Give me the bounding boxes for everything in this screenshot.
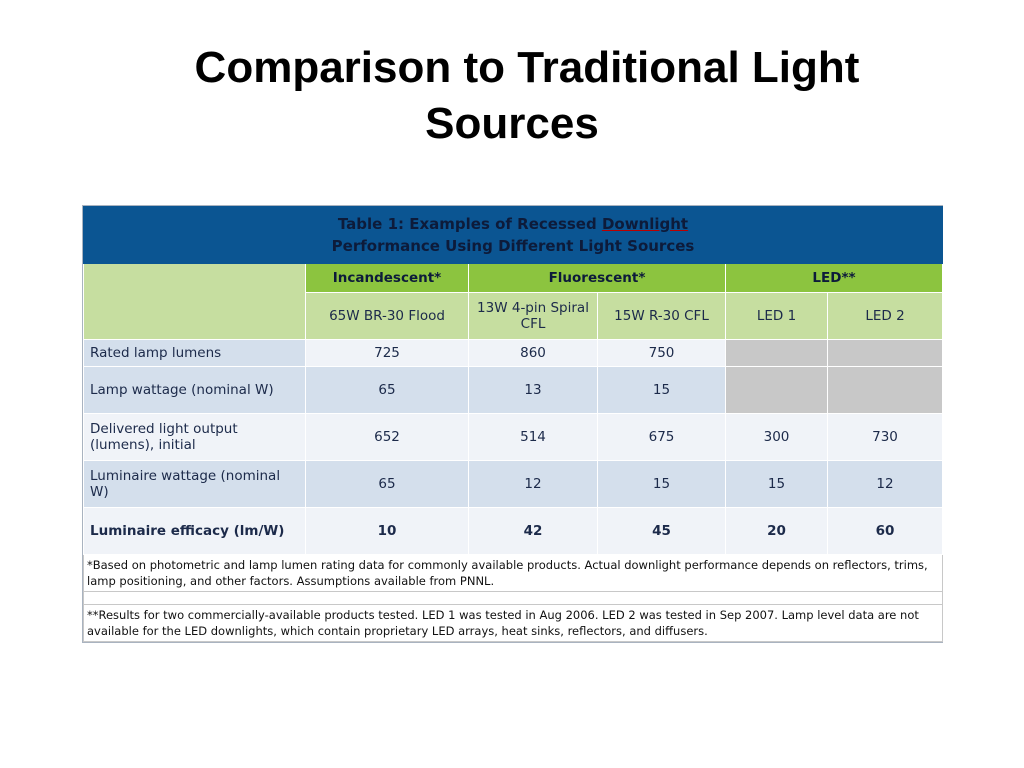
table-cell: 675	[597, 413, 726, 461]
row-label: Luminaire wattage (nominal W)	[83, 460, 306, 508]
table-cell: 10	[305, 507, 469, 555]
table-row: Delivered light output (lumens), initial…	[83, 413, 943, 461]
table-cell: 300	[725, 413, 828, 461]
table-row: Luminaire efficacy (lm/W) 10 42 45 20 60	[83, 507, 943, 555]
table-cell: 514	[468, 413, 598, 461]
table-cell: 45	[597, 507, 726, 555]
table-row: Rated lamp lumens 725 860 750	[83, 339, 943, 367]
table-cell-empty	[827, 366, 943, 414]
table-cell-empty	[725, 339, 828, 367]
comparison-table: Table 1: Examples of Recessed Downlight …	[82, 205, 943, 643]
table-cell: 730	[827, 413, 943, 461]
group-fluorescent: Fluorescent*	[468, 263, 726, 293]
header-corner	[83, 263, 306, 340]
col-header: LED 1	[725, 292, 828, 340]
group-incandescent: Incandescent*	[305, 263, 469, 293]
slide-title-line1: Comparison to Traditional Light	[194, 43, 860, 92]
table-cell: 15	[597, 460, 726, 508]
table-caption: Table 1: Examples of Recessed Downlight …	[83, 206, 943, 264]
table-cell: 725	[305, 339, 469, 367]
row-label: Lamp wattage (nominal W)	[83, 366, 306, 414]
row-label: Luminaire efficacy (lm/W)	[83, 507, 306, 555]
row-label: Rated lamp lumens	[83, 339, 306, 367]
table-row: Lamp wattage (nominal W) 65 13 15	[83, 366, 943, 414]
table-cell: 15	[597, 366, 726, 414]
col-header: 65W BR-30 Flood	[305, 292, 469, 340]
table-row: Luminaire wattage (nominal W) 65 12 15 1…	[83, 460, 943, 508]
table-cell: 652	[305, 413, 469, 461]
caption-line1: Table 1: Examples of Recessed	[337, 215, 602, 233]
caption-line2: Performance Using Different Light Source…	[331, 237, 695, 255]
table-cell: 60	[827, 507, 943, 555]
row-label: Delivered light output (lumens), initial	[83, 413, 306, 461]
slide-title: Comparison to Traditional Light Sources	[0, 40, 1024, 152]
table-cell: 13	[468, 366, 598, 414]
slide-title-line2: Sources	[425, 99, 599, 148]
table-cell: 12	[468, 460, 598, 508]
footnote-spacer	[83, 591, 943, 605]
footnote-2: **Results for two commercially-available…	[83, 604, 943, 642]
table-cell: 65	[305, 366, 469, 414]
group-led: LED**	[725, 263, 943, 293]
caption-keyword: Downlight	[601, 215, 689, 233]
table-cell: 65	[305, 460, 469, 508]
table-cell: 42	[468, 507, 598, 555]
col-header: LED 2	[827, 292, 943, 340]
table-cell: 12	[827, 460, 943, 508]
col-header: 15W R-30 CFL	[597, 292, 726, 340]
table-cell: 15	[725, 460, 828, 508]
table-cell-empty	[827, 339, 943, 367]
table-cell: 860	[468, 339, 598, 367]
table-cell: 20	[725, 507, 828, 555]
col-header: 13W 4-pin Spiral CFL	[468, 292, 598, 340]
table-cell-empty	[725, 366, 828, 414]
footnote-1: *Based on photometric and lamp lumen rat…	[83, 554, 943, 592]
table-cell: 750	[597, 339, 726, 367]
